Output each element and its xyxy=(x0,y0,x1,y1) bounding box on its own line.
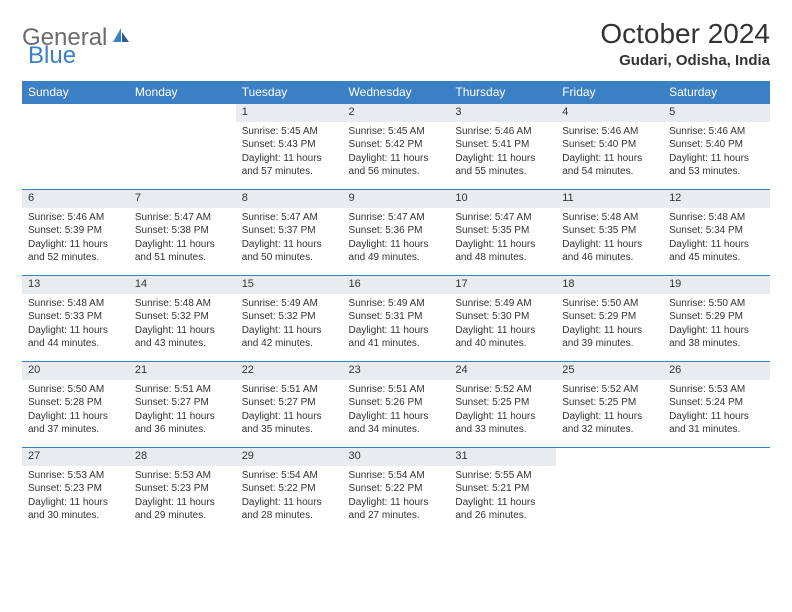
day-content-cell: Sunrise: 5:52 AMSunset: 5:25 PMDaylight:… xyxy=(556,380,663,448)
day-content-cell: Sunrise: 5:48 AMSunset: 5:35 PMDaylight:… xyxy=(556,208,663,276)
month-title: October 2024 xyxy=(600,18,770,50)
weekday-header: Tuesday xyxy=(236,81,343,104)
day-number-cell: 30 xyxy=(343,448,450,466)
day-content-cell: Sunrise: 5:47 AMSunset: 5:35 PMDaylight:… xyxy=(449,208,556,276)
day-content-row: Sunrise: 5:48 AMSunset: 5:33 PMDaylight:… xyxy=(22,294,770,362)
day-content-cell: Sunrise: 5:46 AMSunset: 5:40 PMDaylight:… xyxy=(556,122,663,190)
day-number-cell: 4 xyxy=(556,104,663,122)
day-content-cell: Sunrise: 5:47 AMSunset: 5:37 PMDaylight:… xyxy=(236,208,343,276)
day-content-cell: Sunrise: 5:49 AMSunset: 5:31 PMDaylight:… xyxy=(343,294,450,362)
day-content-cell: Sunrise: 5:54 AMSunset: 5:22 PMDaylight:… xyxy=(236,466,343,534)
day-number-cell: 22 xyxy=(236,362,343,380)
day-number-cell: 29 xyxy=(236,448,343,466)
day-content-cell: Sunrise: 5:49 AMSunset: 5:32 PMDaylight:… xyxy=(236,294,343,362)
day-content-cell: Sunrise: 5:51 AMSunset: 5:27 PMDaylight:… xyxy=(236,380,343,448)
day-number-cell: 27 xyxy=(22,448,129,466)
day-number-cell: 2 xyxy=(343,104,450,122)
day-number-cell: 9 xyxy=(343,190,450,208)
day-number-row: 13141516171819 xyxy=(22,276,770,294)
day-content-cell: Sunrise: 5:49 AMSunset: 5:30 PMDaylight:… xyxy=(449,294,556,362)
day-number-cell xyxy=(22,104,129,122)
day-content-cell xyxy=(556,466,663,534)
weekday-header: Thursday xyxy=(449,81,556,104)
day-number-cell xyxy=(556,448,663,466)
day-content-cell: Sunrise: 5:53 AMSunset: 5:23 PMDaylight:… xyxy=(129,466,236,534)
weekday-header-row: SundayMondayTuesdayWednesdayThursdayFrid… xyxy=(22,81,770,104)
day-content-cell: Sunrise: 5:53 AMSunset: 5:23 PMDaylight:… xyxy=(22,466,129,534)
calendar-table: SundayMondayTuesdayWednesdayThursdayFrid… xyxy=(22,81,770,534)
location: Gudari, Odisha, India xyxy=(600,52,770,69)
day-number-cell xyxy=(129,104,236,122)
day-content-cell: Sunrise: 5:48 AMSunset: 5:34 PMDaylight:… xyxy=(663,208,770,276)
day-number-cell: 11 xyxy=(556,190,663,208)
day-number-cell: 19 xyxy=(663,276,770,294)
day-content-cell: Sunrise: 5:45 AMSunset: 5:43 PMDaylight:… xyxy=(236,122,343,190)
day-content-row: Sunrise: 5:46 AMSunset: 5:39 PMDaylight:… xyxy=(22,208,770,276)
day-number-cell: 14 xyxy=(129,276,236,294)
day-content-cell: Sunrise: 5:48 AMSunset: 5:32 PMDaylight:… xyxy=(129,294,236,362)
day-content-cell: Sunrise: 5:48 AMSunset: 5:33 PMDaylight:… xyxy=(22,294,129,362)
day-content-cell: Sunrise: 5:55 AMSunset: 5:21 PMDaylight:… xyxy=(449,466,556,534)
day-content-cell: Sunrise: 5:46 AMSunset: 5:39 PMDaylight:… xyxy=(22,208,129,276)
logo-sail-icon xyxy=(111,26,131,51)
day-content-cell: Sunrise: 5:46 AMSunset: 5:40 PMDaylight:… xyxy=(663,122,770,190)
day-number-cell: 15 xyxy=(236,276,343,294)
day-content-row: Sunrise: 5:50 AMSunset: 5:28 PMDaylight:… xyxy=(22,380,770,448)
day-number-cell: 8 xyxy=(236,190,343,208)
day-number-cell: 31 xyxy=(449,448,556,466)
day-number-row: 2728293031 xyxy=(22,448,770,466)
day-number-row: 12345 xyxy=(22,104,770,122)
day-content-row: Sunrise: 5:45 AMSunset: 5:43 PMDaylight:… xyxy=(22,122,770,190)
day-number-cell: 28 xyxy=(129,448,236,466)
day-content-cell: Sunrise: 5:53 AMSunset: 5:24 PMDaylight:… xyxy=(663,380,770,448)
day-content-cell xyxy=(129,122,236,190)
day-number-cell: 12 xyxy=(663,190,770,208)
day-content-cell: Sunrise: 5:47 AMSunset: 5:36 PMDaylight:… xyxy=(343,208,450,276)
weekday-header: Saturday xyxy=(663,81,770,104)
day-number-cell: 7 xyxy=(129,190,236,208)
title-block: October 2024 Gudari, Odisha, India xyxy=(600,18,770,69)
day-number-row: 6789101112 xyxy=(22,190,770,208)
day-content-cell: Sunrise: 5:50 AMSunset: 5:29 PMDaylight:… xyxy=(556,294,663,362)
day-content-cell: Sunrise: 5:51 AMSunset: 5:27 PMDaylight:… xyxy=(129,380,236,448)
day-content-cell: Sunrise: 5:51 AMSunset: 5:26 PMDaylight:… xyxy=(343,380,450,448)
day-content-cell: Sunrise: 5:54 AMSunset: 5:22 PMDaylight:… xyxy=(343,466,450,534)
day-content-cell: Sunrise: 5:50 AMSunset: 5:29 PMDaylight:… xyxy=(663,294,770,362)
weekday-header: Monday xyxy=(129,81,236,104)
day-content-cell: Sunrise: 5:47 AMSunset: 5:38 PMDaylight:… xyxy=(129,208,236,276)
day-number-cell: 1 xyxy=(236,104,343,122)
day-number-cell: 13 xyxy=(22,276,129,294)
day-content-cell: Sunrise: 5:52 AMSunset: 5:25 PMDaylight:… xyxy=(449,380,556,448)
day-number-cell: 3 xyxy=(449,104,556,122)
weekday-header: Friday xyxy=(556,81,663,104)
day-content-row: Sunrise: 5:53 AMSunset: 5:23 PMDaylight:… xyxy=(22,466,770,534)
day-number-cell: 10 xyxy=(449,190,556,208)
day-number-cell: 17 xyxy=(449,276,556,294)
day-number-cell: 20 xyxy=(22,362,129,380)
day-content-cell xyxy=(22,122,129,190)
day-number-cell: 18 xyxy=(556,276,663,294)
day-content-cell: Sunrise: 5:50 AMSunset: 5:28 PMDaylight:… xyxy=(22,380,129,448)
day-number-cell: 5 xyxy=(663,104,770,122)
day-number-cell: 16 xyxy=(343,276,450,294)
day-number-cell: 21 xyxy=(129,362,236,380)
header: General October 2024 Gudari, Odisha, Ind… xyxy=(22,18,770,69)
logo-text-blue: Blue xyxy=(28,42,76,69)
day-number-cell: 6 xyxy=(22,190,129,208)
day-number-cell: 25 xyxy=(556,362,663,380)
day-content-cell: Sunrise: 5:46 AMSunset: 5:41 PMDaylight:… xyxy=(449,122,556,190)
day-number-cell: 23 xyxy=(343,362,450,380)
day-number-cell: 24 xyxy=(449,362,556,380)
day-content-cell: Sunrise: 5:45 AMSunset: 5:42 PMDaylight:… xyxy=(343,122,450,190)
day-number-cell xyxy=(663,448,770,466)
day-number-row: 20212223242526 xyxy=(22,362,770,380)
day-content-cell xyxy=(663,466,770,534)
day-number-cell: 26 xyxy=(663,362,770,380)
weekday-header: Wednesday xyxy=(343,81,450,104)
weekday-header: Sunday xyxy=(22,81,129,104)
